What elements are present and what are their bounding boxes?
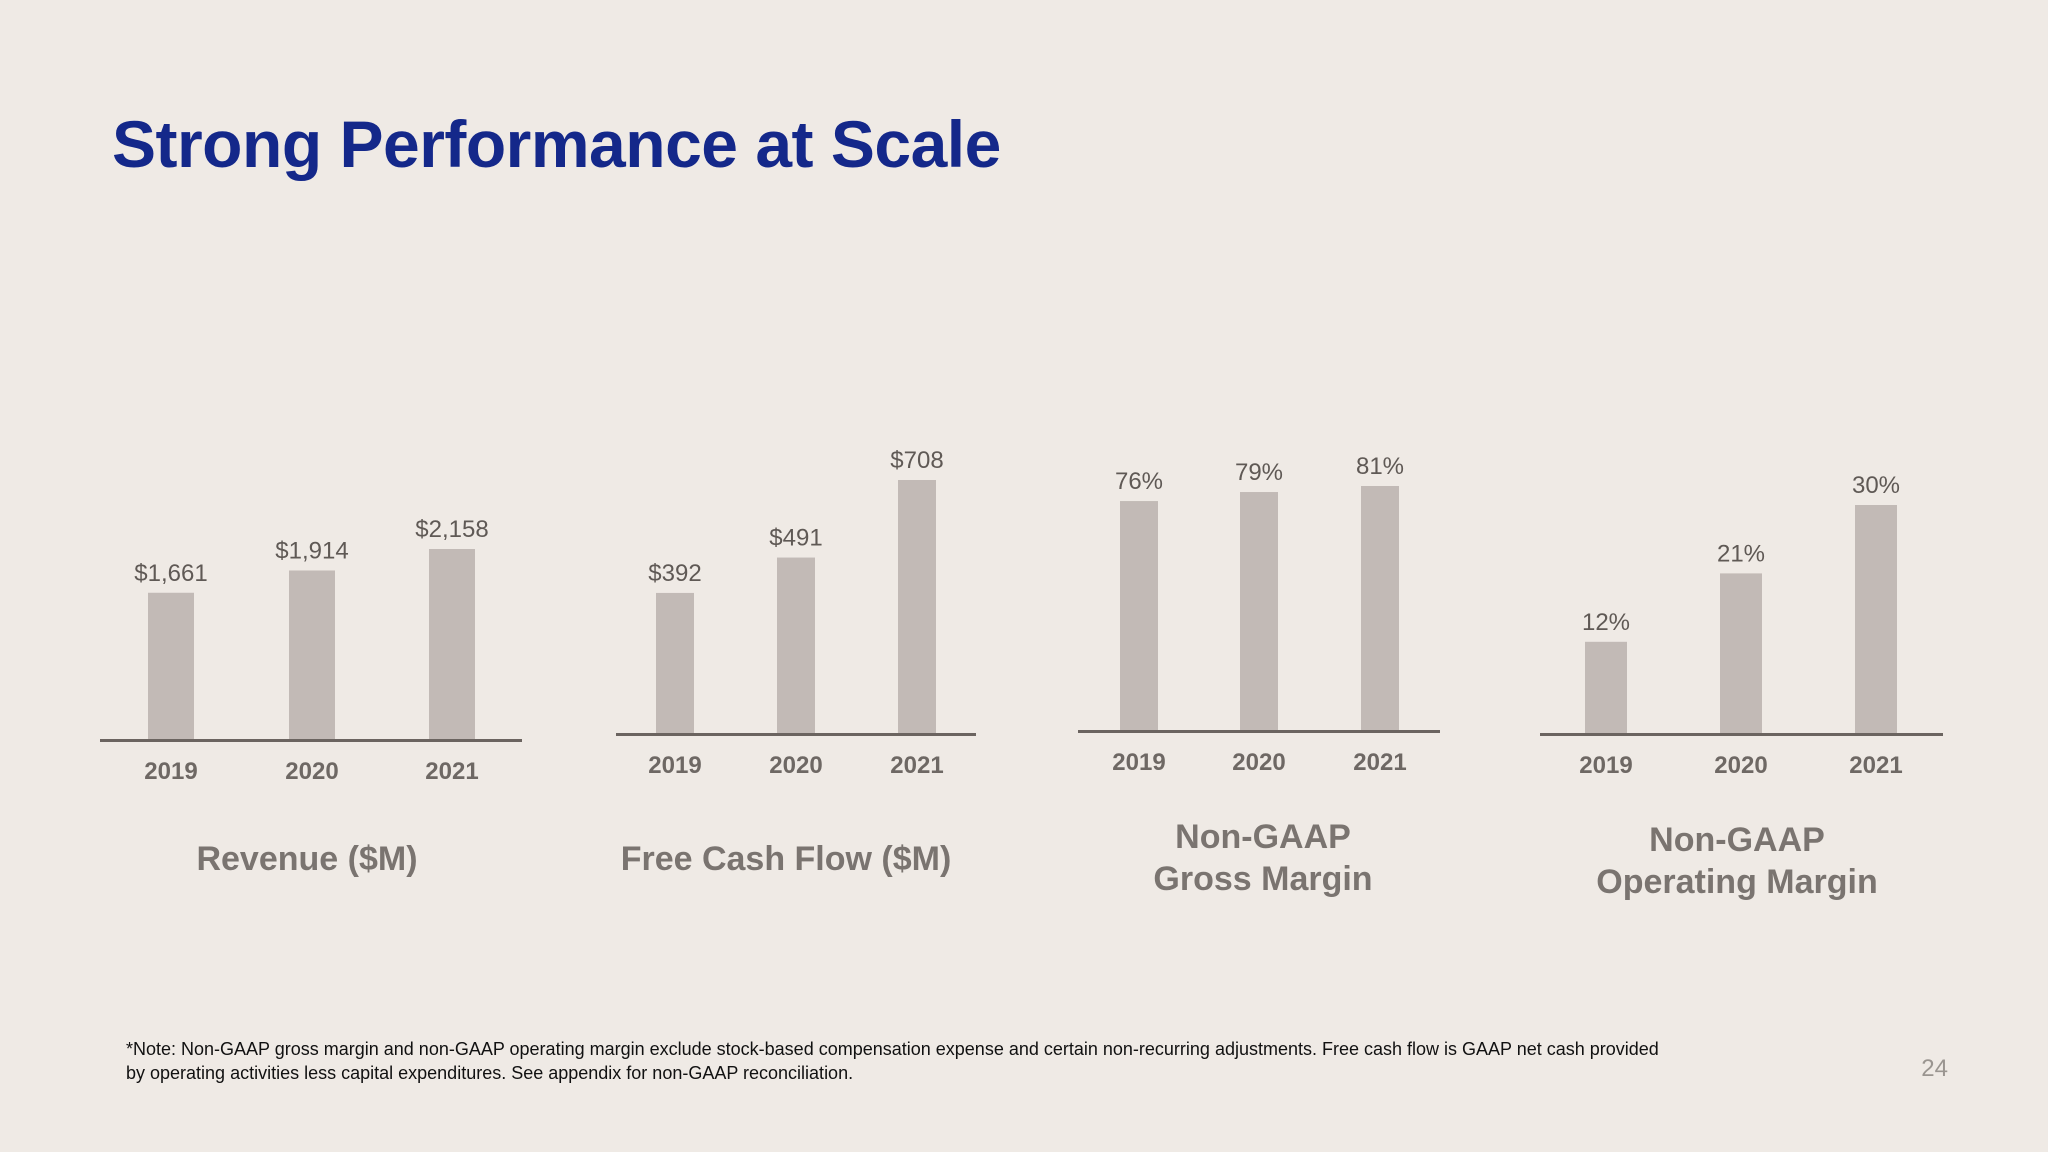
gross-margin-bar-2020 (1240, 492, 1278, 730)
slide-title: Strong Performance at Scale (112, 107, 1001, 181)
revenue-bar-2021 (429, 549, 475, 739)
gross-margin-tick-label-2020: 2020 (1232, 749, 1285, 776)
gross-margin-value-label-2021: 81% (1356, 453, 1404, 480)
operating-margin-value-label-2020: 21% (1717, 540, 1765, 567)
free-cash-flow-tick-label-2021: 2021 (890, 752, 943, 779)
gross-margin-bar-2019 (1120, 501, 1158, 730)
gross-margin-tick-label-2019: 2019 (1112, 749, 1165, 776)
revenue-chart: $1,661 2019 $1,914 2020 $2,158 2021 (100, 440, 525, 790)
revenue-value-label-2020: $1,914 (275, 537, 348, 564)
operating-margin-value-label-2019: 12% (1582, 609, 1630, 636)
footnote-line-1: *Note: Non-GAAP gross margin and non-GAA… (126, 1039, 1659, 1059)
operating-margin-bar-2019 (1585, 641, 1627, 733)
operating-margin-bar-2021 (1855, 505, 1897, 733)
revenue-tick-label-2020: 2020 (285, 758, 338, 785)
operating-margin-chart-svg: 12% 2019 21% 2020 30% 2021 (1540, 472, 1943, 779)
revenue-tick-label-2019: 2019 (144, 758, 197, 785)
free-cash-flow-value-label-2019: $392 (648, 560, 701, 587)
revenue-value-label-2019: $1,661 (134, 560, 207, 587)
footnote-line-2: by operating activities less capital exp… (126, 1063, 854, 1083)
free-cash-flow-bar-2021 (898, 480, 936, 733)
gross-margin-value-label-2020: 79% (1235, 459, 1283, 486)
operating-margin-tick-label-2021: 2021 (1849, 752, 1902, 779)
operating-margin-tick-label-2020: 2020 (1714, 752, 1767, 779)
revenue-value-label-2021: $2,158 (415, 516, 488, 543)
free-cash-flow-value-label-2020: $491 (769, 525, 822, 552)
free-cash-flow-tick-label-2019: 2019 (648, 752, 701, 779)
free-cash-flow-tick-label-2020: 2020 (769, 752, 822, 779)
free-cash-flow-chart-svg: $392 2019 $491 2020 $708 2021 (616, 447, 976, 779)
free-cash-flow-chart: $392 2019 $491 2020 $708 2021 (614, 440, 979, 790)
operating-margin-chart: 12% 2019 21% 2020 30% 2021 (1540, 440, 1945, 790)
revenue-tick-label-2021: 2021 (425, 758, 478, 785)
revenue-chart-title: Revenue ($M) (196, 840, 418, 878)
free-cash-flow-chart-title: Free Cash Flow ($M) (620, 840, 952, 878)
revenue-bar-2019 (148, 592, 194, 739)
revenue-bar-2020 (289, 570, 335, 739)
gross-margin-chart-title: Non-GAAP Gross Margin (1153, 818, 1373, 898)
footnote: *Note: Non-GAAP gross margin and non-GAA… (126, 1037, 1826, 1085)
gross-margin-tick-label-2021: 2021 (1353, 749, 1406, 776)
free-cash-flow-bar-2020 (777, 557, 815, 733)
gross-margin-value-label-2019: 76% (1115, 468, 1163, 495)
operating-margin-value-label-2021: 30% (1852, 472, 1900, 499)
operating-margin-tick-label-2019: 2019 (1579, 752, 1632, 779)
gross-margin-chart: 76% 2019 79% 2020 81% 2021 (1077, 440, 1442, 790)
gross-margin-chart-svg: 76% 2019 79% 2020 81% 2021 (1078, 453, 1440, 776)
operating-margin-bar-2020 (1720, 573, 1762, 733)
revenue-chart-svg: $1,661 2019 $1,914 2020 $2,158 2021 (100, 516, 522, 785)
free-cash-flow-value-label-2021: $708 (890, 447, 943, 474)
operating-margin-chart-title: Non-GAAP Operating Margin (1596, 821, 1878, 901)
free-cash-flow-bar-2019 (656, 592, 694, 733)
page-number: 24 (1921, 1055, 1948, 1082)
gross-margin-bar-2021 (1361, 486, 1399, 730)
